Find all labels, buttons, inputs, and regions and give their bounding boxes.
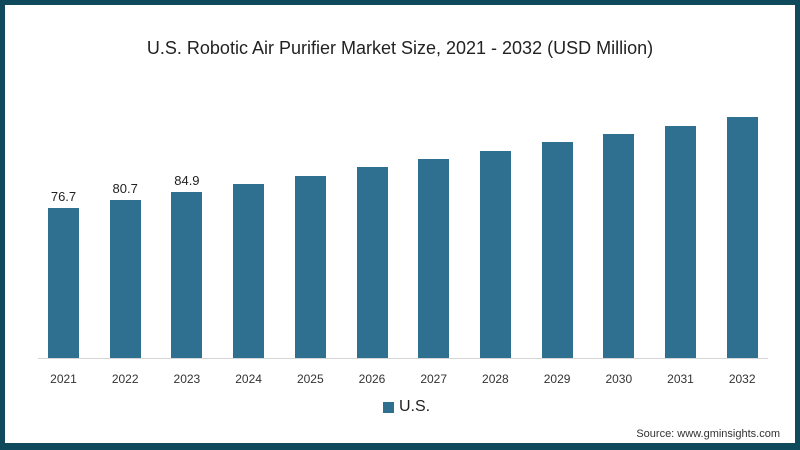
bar-2026 [356,166,388,358]
x-tick-label: 2022 [111,372,139,386]
bar-2027 [418,158,450,358]
bar-2028 [479,150,511,358]
bar-2031 [665,125,696,358]
data-label: 80.7 [112,181,138,197]
x-tick-label: 2027 [420,372,448,386]
x-tick-label: 2031 [667,372,694,386]
data-label: 84.9 [174,172,200,188]
legend: U.S. [383,398,430,416]
x-tick-label: 2021 [50,372,77,386]
x-tick-label: 2028 [482,372,509,386]
legend-swatch [383,401,394,413]
bar-2029 [541,141,573,358]
legend-label: U.S. [399,398,431,415]
x-tick-label: 2024 [235,372,262,386]
x-tick-label: 2023 [173,372,201,386]
bar-2024 [233,183,265,358]
chart-area: U.S. Robotic Air Purifier Market Size, 2… [5,5,795,443]
source-note: Source: www.gminsights.com [636,428,780,440]
bar-2021 [48,207,79,358]
bar-2032 [726,116,758,358]
bar-2025 [294,175,326,358]
bar-2022 [109,200,141,358]
bar-2030 [603,133,635,358]
chart-title: U.S. Robotic Air Purifier Market Size, 2… [146,38,654,58]
bar-2023 [171,191,203,358]
x-tick-label: 2032 [728,372,756,386]
x-tick-label: 2026 [358,372,386,386]
x-tick-label: 2025 [296,372,324,386]
x-tick-label: 2029 [543,372,571,386]
x-tick-label: 2030 [605,372,633,386]
x-axis-line [38,358,768,359]
data-label: 76.7 [50,188,77,204]
